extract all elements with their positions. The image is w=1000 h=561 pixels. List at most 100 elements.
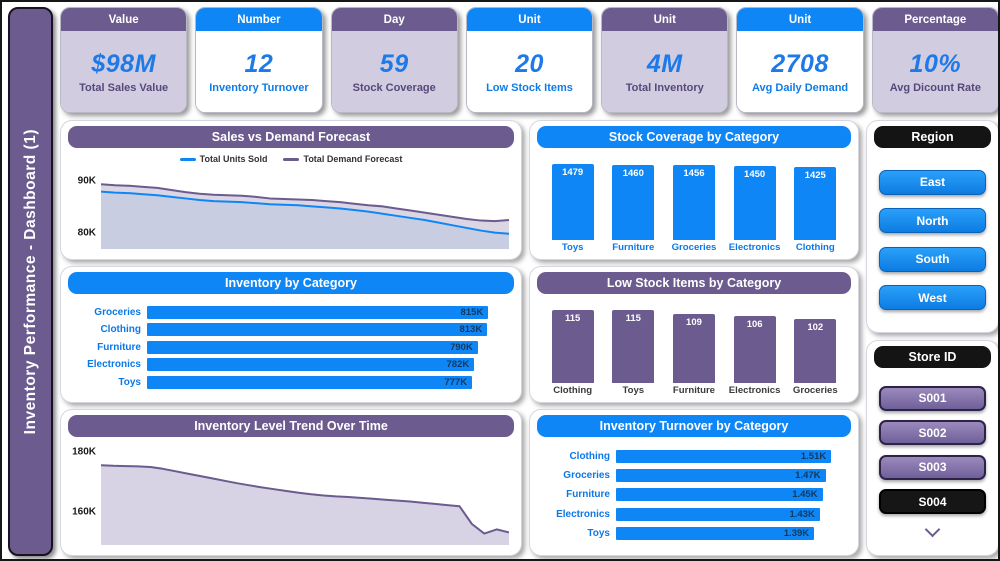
panel-title: Sales vs Demand Forecast [211, 130, 371, 144]
chevron-shape [924, 521, 941, 537]
panel-low-stock: Low Stock Items by Category 115 Clothing 1… [529, 266, 859, 403]
category-label: Toys [561, 242, 584, 253]
series-line-total-demand-forecast[interactable] [101, 184, 509, 221]
kpi-row: Value $98M Total Sales Value Number 12 Invent… [60, 7, 998, 113]
kpi-value: 4M [646, 49, 683, 78]
category-label: Furniture [612, 242, 655, 253]
bar-value-label: 1.47K [795, 470, 821, 482]
series-line-total-units-sold[interactable] [101, 192, 509, 234]
bar-value-label: 790K [450, 341, 473, 353]
bar-toys[interactable]: 777K [147, 375, 473, 389]
bar-group-groceries: 102 Groceries [787, 304, 843, 398]
legend-item-total-demand-forecast: Total Demand Forecast [283, 154, 402, 164]
bar-toys[interactable]: 115 [612, 310, 655, 383]
vbar-plot: 115 Clothing 115 Toys 109 Furniture 106 Electro… [530, 296, 858, 402]
bar-row-furniture: Furniture 790K [63, 340, 507, 355]
inventory-trend-chart: 180K 160K [61, 439, 521, 555]
bar-track: 777K [147, 375, 507, 389]
bar-value-label: 777K [444, 376, 468, 388]
bar-value-label: 1460 [622, 168, 644, 180]
chevron-down-icon[interactable] [879, 521, 986, 538]
store-option-s004[interactable]: S004 [879, 489, 986, 514]
panel-header: Inventory Turnover by Category [537, 415, 851, 437]
panel-title: Region [911, 130, 954, 144]
bar-toys[interactable]: 1479 [551, 164, 594, 240]
bar-groceries[interactable]: 102 [794, 318, 837, 383]
bar-value-label: 106 [746, 319, 763, 331]
bar-value-label: 1450 [744, 168, 766, 180]
bar-groceries[interactable]: 815K [147, 305, 489, 319]
kpi-card-low-stock-items: Unit 20 Low Stock Items [465, 7, 594, 113]
bar-value-label: 1456 [683, 168, 705, 180]
kpi-header: Percentage [872, 8, 998, 31]
legend-swatch-icon [283, 157, 300, 161]
bar-stack: 115 [545, 304, 601, 383]
bar-track: 782K [147, 358, 507, 371]
series-area-total-units-sold [101, 191, 509, 249]
plot-inner [101, 170, 509, 249]
bar-track: 790K [147, 340, 507, 354]
category-label: Electronics [728, 242, 781, 253]
kpi-body: 12 Inventory Turnover [196, 31, 322, 112]
kpi-header: Number [196, 8, 322, 31]
region-option-west[interactable]: West [879, 285, 986, 311]
kpi-label: Avg Daily Demand [751, 81, 849, 94]
kpi-label: Inventory Turnover [209, 81, 309, 94]
region-option-north[interactable]: North [879, 208, 986, 234]
bar-clothing[interactable]: 1425 [794, 166, 837, 240]
low-stock-chart: 115 Clothing 115 Toys 109 Furniture 106 Electro… [530, 296, 858, 402]
bar-furniture[interactable]: 109 [672, 314, 715, 383]
store-option-s003[interactable]: S003 [879, 454, 986, 480]
bar-value-label: 1.39K [783, 527, 810, 539]
panel-title: Stock Coverage by Category [608, 130, 780, 144]
bar-toys[interactable]: 1.39K [616, 526, 815, 540]
kpi-header: Unit [466, 8, 593, 31]
vbar-plot: 1479 Toys 1460 Furniture 1456 Groceries 1450 El… [530, 150, 858, 259]
bar-group-clothing: 115 Clothing [545, 304, 601, 398]
panel-region-slicer: Region East North South West [866, 120, 998, 333]
kpi-header: Unit [602, 8, 728, 31]
bar-value-label: 115 [625, 313, 641, 325]
region-option-south[interactable]: South [879, 246, 986, 272]
category-label: Clothing [553, 385, 593, 396]
bar-value-label: 115 [564, 313, 581, 325]
kpi-label: Total Sales Value [79, 81, 169, 94]
region-option-east[interactable]: East [879, 169, 986, 195]
bar-furniture[interactable]: 1460 [612, 165, 655, 240]
category-label: Electronics [87, 359, 141, 370]
bar-row-clothing: Clothing 1.51K [532, 449, 844, 464]
kpi-body: 20 Low Stock Items [466, 31, 593, 112]
bar-electronics[interactable]: 1.43K [616, 507, 820, 521]
bar-row-furniture: Furniture 1.45K [532, 487, 844, 502]
kpi-body: 59 Stock Coverage [331, 31, 457, 112]
bar-clothing[interactable]: 1.51K [616, 450, 832, 464]
bar-track: 815K [147, 305, 507, 319]
bar-stack: 1456 [666, 158, 722, 240]
bar-electronics[interactable]: 1450 [733, 165, 776, 240]
bar-groceries[interactable]: 1456 [672, 165, 715, 240]
bar-electronics[interactable]: 782K [147, 358, 475, 371]
bar-row-electronics: Electronics 1.43K [532, 507, 844, 522]
c-trend-svg [101, 443, 509, 545]
kpi-card-avg-daily-demand: Unit 2708 Avg Daily Demand [736, 7, 864, 113]
category-label: Toys [587, 527, 610, 539]
bar-furniture[interactable]: 1.45K [616, 488, 823, 502]
bar-clothing[interactable]: 115 [551, 310, 594, 383]
kpi-label: Stock Coverage [352, 81, 436, 94]
category-label: Toys [622, 385, 645, 396]
bar-furniture[interactable]: 790K [147, 340, 478, 354]
series-line-inventory-level[interactable] [101, 465, 509, 533]
bar-row-toys: Toys 1.39K [532, 526, 844, 541]
kpi-card-total-sales-value: Value $98M Total Sales Value [60, 7, 188, 113]
bar-group-toys: 1479 Toys [545, 158, 601, 255]
store-option-s001[interactable]: S001 [879, 385, 986, 411]
bar-electronics[interactable]: 106 [733, 316, 776, 383]
category-label: Furniture [97, 341, 141, 353]
bar-value-label: 1.51K [800, 451, 827, 463]
plot-inner [101, 443, 509, 545]
bar-groceries[interactable]: 1.47K [616, 469, 826, 483]
bar-clothing[interactable]: 813K [147, 323, 488, 336]
bar-value-label: 815K [460, 306, 484, 318]
store-option-s002[interactable]: S002 [879, 420, 986, 445]
